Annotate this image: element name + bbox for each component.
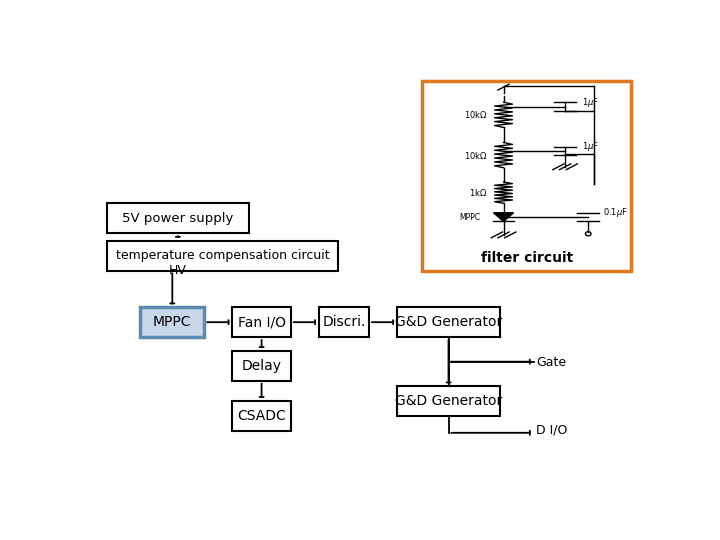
Text: 0.1$\mu$F: 0.1$\mu$F <box>603 206 628 219</box>
Text: Gate: Gate <box>536 356 567 369</box>
Text: MPPC: MPPC <box>153 315 192 329</box>
FancyBboxPatch shape <box>107 203 249 233</box>
Text: D I/O: D I/O <box>536 423 568 436</box>
Text: 1$\mu$F: 1$\mu$F <box>582 96 599 109</box>
FancyBboxPatch shape <box>397 386 500 416</box>
Text: 1$\mu$F: 1$\mu$F <box>582 140 599 153</box>
FancyBboxPatch shape <box>107 241 338 271</box>
FancyBboxPatch shape <box>422 82 631 271</box>
Text: G&D Generator: G&D Generator <box>395 315 502 329</box>
Text: MPPC: MPPC <box>459 213 481 221</box>
Text: Fan I/O: Fan I/O <box>238 315 286 329</box>
FancyBboxPatch shape <box>233 307 291 337</box>
FancyBboxPatch shape <box>140 307 204 337</box>
Text: G&D Generator: G&D Generator <box>395 394 502 408</box>
FancyBboxPatch shape <box>233 351 291 381</box>
Text: 1k$\Omega$: 1k$\Omega$ <box>469 187 487 198</box>
FancyBboxPatch shape <box>319 307 369 337</box>
Text: filter circuit: filter circuit <box>480 251 573 265</box>
Polygon shape <box>493 213 513 221</box>
Text: CSADC: CSADC <box>237 409 286 423</box>
Text: temperature compensation circuit: temperature compensation circuit <box>116 249 329 262</box>
Text: 10k$\Omega$: 10k$\Omega$ <box>464 150 487 160</box>
Text: Delay: Delay <box>242 359 282 373</box>
FancyBboxPatch shape <box>397 307 500 337</box>
Text: 10k$\Omega$: 10k$\Omega$ <box>464 109 487 120</box>
Text: HV: HV <box>169 264 187 277</box>
Text: 5V power supply: 5V power supply <box>122 212 233 225</box>
Text: Discri.: Discri. <box>323 315 366 329</box>
FancyBboxPatch shape <box>233 401 291 431</box>
